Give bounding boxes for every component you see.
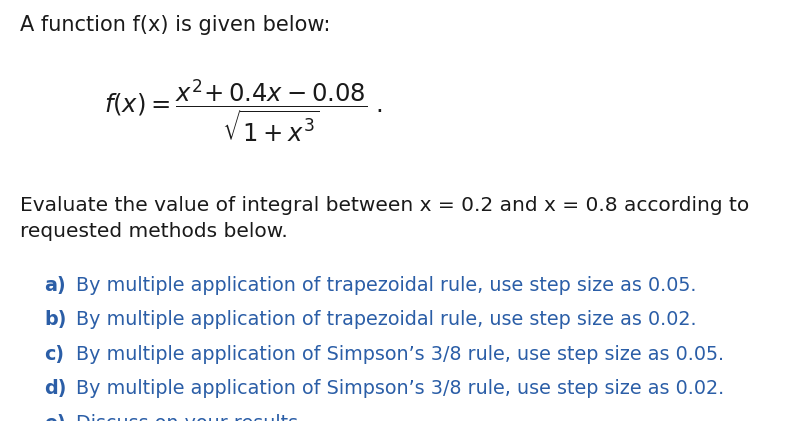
Text: c): c) (44, 345, 64, 364)
Text: Discuss on your results.: Discuss on your results. (76, 414, 305, 421)
Text: By multiple application of trapezoidal rule, use step size as 0.02.: By multiple application of trapezoidal r… (76, 310, 697, 329)
Text: By multiple application of trapezoidal rule, use step size as 0.05.: By multiple application of trapezoidal r… (76, 276, 697, 295)
Text: d): d) (44, 379, 67, 398)
Text: By multiple application of Simpson’s 3/8 rule, use step size as 0.02.: By multiple application of Simpson’s 3/8… (76, 379, 724, 398)
Text: e): e) (44, 414, 66, 421)
Text: By multiple application of Simpson’s 3/8 rule, use step size as 0.05.: By multiple application of Simpson’s 3/8… (76, 345, 724, 364)
Text: a): a) (44, 276, 66, 295)
Text: A function f(x) is given below:: A function f(x) is given below: (20, 15, 330, 35)
Text: $\mathit{f(x)} =\dfrac{x^2\!+0.4x-0.08}{\sqrt{1+x^3}}\ .$: $\mathit{f(x)} =\dfrac{x^2\!+0.4x-0.08}{… (104, 78, 383, 145)
Text: Evaluate the value of integral between x = 0.2 and x = 0.8 according to
requeste: Evaluate the value of integral between x… (20, 196, 749, 241)
Text: b): b) (44, 310, 67, 329)
